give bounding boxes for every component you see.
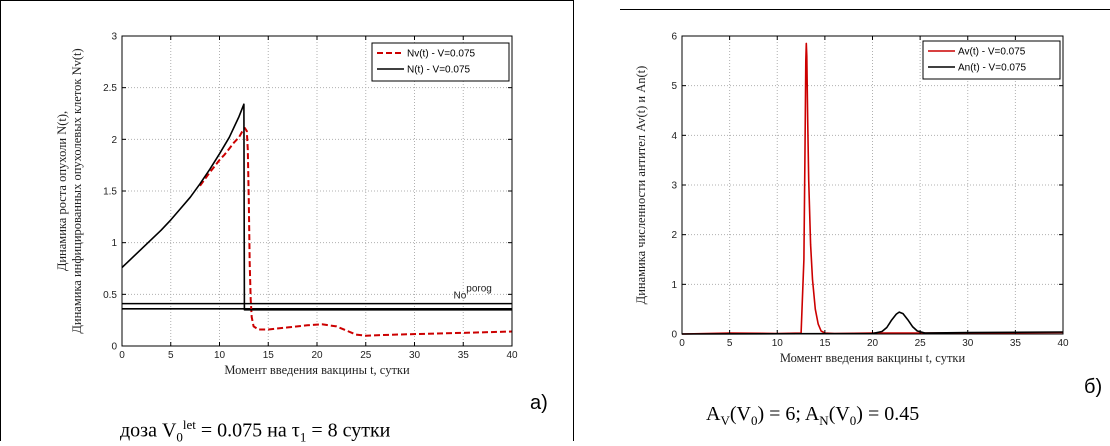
y-tick-label: 2.5 [103, 83, 117, 94]
legend-label-1: Av(t) - V=0.075 [958, 47, 1026, 58]
y-tick-label: 4 [671, 131, 677, 142]
x-tick-label: 0 [679, 338, 685, 349]
y-axis-label: Динамика численности антител Av(t) и An(… [634, 66, 648, 305]
frame-top-right [620, 9, 1110, 10]
y-tick-label: 6 [671, 32, 677, 43]
series-line-1 [199, 127, 513, 337]
x-tick-label: 15 [819, 338, 831, 349]
panel-letter-a: а) [530, 392, 548, 414]
x-tick-label: 20 [867, 338, 879, 349]
y-axis-label: Динамика инфицированных опухолевых клето… [70, 48, 84, 333]
y-tick-label: 2 [671, 230, 677, 241]
x-tick-label: 40 [1057, 338, 1069, 349]
frame-left [0, 0, 1, 441]
x-tick-label: 30 [409, 350, 421, 361]
y-tick-label: 2 [111, 135, 117, 146]
panel-letter-b: б) [1084, 376, 1103, 398]
y-tick-label: 0.5 [103, 290, 117, 301]
legend-box [371, 42, 510, 82]
y-tick-label: 5 [671, 81, 677, 92]
chart-a: 0 5 10 15 20 25 30 35 40 0 0.5 1 1.5 2 2.5 3 Момент введ… [55, 32, 518, 378]
caption-b: AV(V0) = 6; AN(V0) = 0.45 [706, 403, 920, 428]
y-tick-label: 1 [671, 280, 677, 291]
y-tick-label: 0 [111, 342, 117, 353]
x-tick-label: 15 [263, 350, 275, 361]
x-axis-label: Момент введения вакцины t, сутки [780, 351, 966, 365]
caption-a: доза V0let = 0.075 на τ1 = 8 сутки [120, 417, 391, 445]
y-tick-label: 3 [671, 181, 677, 192]
x-tick-label: 5 [168, 350, 174, 361]
y-tick-label: 1.5 [103, 187, 117, 198]
x-tick-label: 20 [311, 350, 323, 361]
chart-b: 0 5 10 15 20 25 30 35 40 0 1 2 3 4 5 6 Момент введения в… [634, 32, 1069, 366]
threshold-annotation-sup: porog [466, 284, 492, 295]
x-tick-label: 10 [214, 350, 226, 361]
x-tick-label: 0 [119, 350, 125, 361]
y-tick-label: 3 [111, 32, 117, 43]
x-tick-label: 25 [360, 350, 372, 361]
y-tick-label: 1 [111, 238, 117, 249]
legend-label-2: N(t) - V=0.075 [407, 65, 471, 76]
y-axis-label: Динамика роста опухоли N(t), [55, 111, 69, 271]
x-tick-label: 10 [772, 338, 784, 349]
legend-box [922, 40, 1061, 80]
y-tick-label: 0 [671, 330, 677, 341]
x-tick-label: 35 [458, 350, 470, 361]
frame-divider [573, 0, 574, 441]
legend-label-2: An(t) - V=0.075 [958, 63, 1027, 74]
x-tick-label: 35 [1010, 338, 1022, 349]
series-line-2 [681, 311, 1064, 335]
x-tick-label: 30 [962, 338, 974, 349]
x-axis-label: Момент введения вакцины t, сутки [224, 363, 410, 377]
series-line-2 [121, 103, 512, 311]
frame-top-left [0, 0, 573, 1]
x-tick-label: 5 [727, 338, 733, 349]
legend-label-1: Nv(t) - V=0.075 [407, 49, 476, 60]
x-tick-label: 40 [506, 350, 518, 361]
x-tick-label: 25 [915, 338, 927, 349]
